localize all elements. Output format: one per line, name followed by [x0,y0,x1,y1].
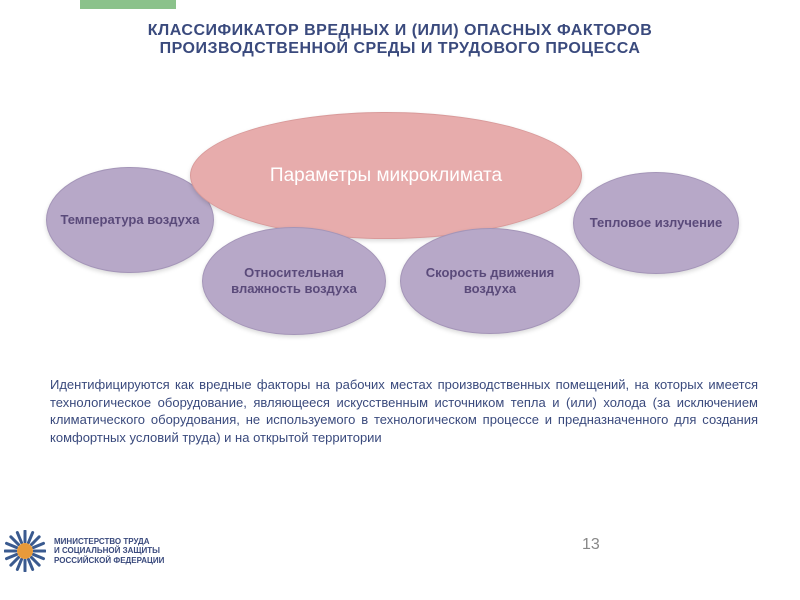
ellipse-radiation: Тепловое излучение [573,172,739,274]
ministry-name: МИНИСТЕРСТВО ТРУДАИ СОЦИАЛЬНОЙ ЗАЩИТЫРОС… [54,537,164,566]
ellipse-label: Скорость движения воздуха [401,259,579,304]
accent-bar [80,0,176,9]
ellipse-temp: Температура воздуха [46,167,214,273]
ellipse-center: Параметры микроклимата [190,112,582,239]
ellipse-speed: Скорость движения воздуха [400,228,580,334]
ministry-logo-icon [4,530,46,572]
page-number: 13 [582,536,600,554]
ellipse-humidity: Относительная влажность воздуха [202,227,386,335]
footer-logo: МИНИСТЕРСТВО ТРУДАИ СОЦИАЛЬНОЙ ЗАЩИТЫРОС… [4,530,164,572]
slide-title-text: КЛАССИФИКАТОР ВРЕДНЫХ И (ИЛИ) ОПАСНЫХ ФА… [148,22,653,57]
ellipse-label: Относительная влажность воздуха [203,259,385,304]
slide-title: КЛАССИФИКАТОР ВРЕДНЫХ И (ИЛИ) ОПАСНЫХ ФА… [60,22,740,58]
body-text: Идентифицируются как вредные факторы на … [50,376,758,446]
ellipse-label: Параметры микроклимата [264,158,508,194]
body-text-content: Идентифицируются как вредные факторы на … [50,377,758,445]
ellipse-label: Тепловое излучение [584,209,728,237]
ellipse-label: Температура воздуха [54,206,205,234]
